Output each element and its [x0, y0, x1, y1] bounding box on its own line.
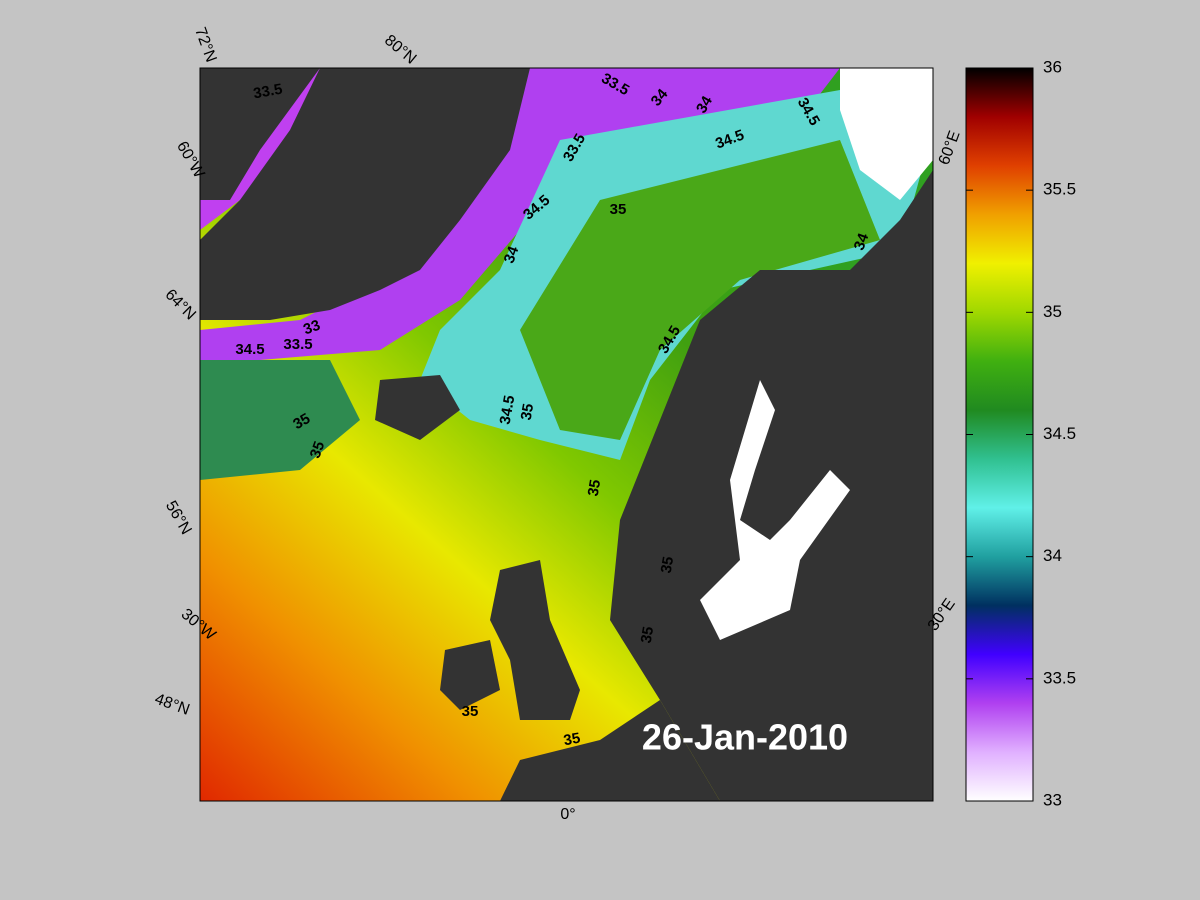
contour-label: 35 [610, 201, 627, 218]
colorbar-tick-label: 36 [1043, 57, 1062, 76]
graticule-label: 64°N [162, 286, 199, 323]
contour-label: 34.5 [235, 341, 264, 358]
colorbar-tick-label: 33 [1043, 790, 1062, 809]
sea-ice [700, 380, 850, 640]
map-frame [199, 67, 934, 802]
graticule-label: 80°N [381, 32, 419, 68]
contour-label: 35 [638, 625, 658, 644]
colorbar-tick-label: 34.5 [1043, 424, 1076, 443]
land [490, 560, 580, 720]
contour-label: 34 [851, 230, 873, 252]
colorbar-tick-label: 33.5 [1043, 668, 1076, 687]
contour-label: 35 [290, 410, 313, 433]
contour-label: 34 [693, 93, 716, 117]
contour-label: 33 [301, 317, 322, 339]
contour-label: 35 [307, 439, 329, 460]
contour-label: 35 [585, 478, 605, 497]
contour-label: 34 [501, 243, 523, 265]
contour-label: 35 [462, 703, 479, 720]
graticule-label: 0° [560, 806, 575, 823]
contour-label: 34.5 [497, 394, 519, 426]
land [200, 68, 320, 200]
contour-label: 35 [518, 402, 538, 421]
graticule-label: 60°E [936, 129, 964, 168]
land [200, 68, 530, 320]
date-label: 26-Jan-2010 [642, 717, 848, 758]
colorbar-tick-label: 34 [1043, 546, 1062, 565]
atlantic-water [200, 360, 360, 480]
graticule-label: 48°N [152, 691, 191, 719]
land [610, 170, 933, 801]
land [440, 640, 500, 710]
ice [840, 68, 933, 200]
contour-label: 33.5 [283, 336, 312, 353]
graticule-label: 56°N [162, 498, 195, 537]
map [200, 68, 933, 801]
land [375, 375, 460, 440]
graticule-label: 72°N [191, 25, 219, 64]
contour-label: 35 [562, 730, 581, 750]
contour-label: 35 [658, 555, 678, 574]
land [500, 700, 720, 801]
colorbar [965, 67, 1034, 802]
colorbar-tick-label: 35 [1043, 302, 1062, 321]
atlantic-water [520, 140, 880, 440]
colorbar-tick-label: 35.5 [1043, 180, 1076, 199]
contour-label: 33.5 [252, 81, 284, 103]
